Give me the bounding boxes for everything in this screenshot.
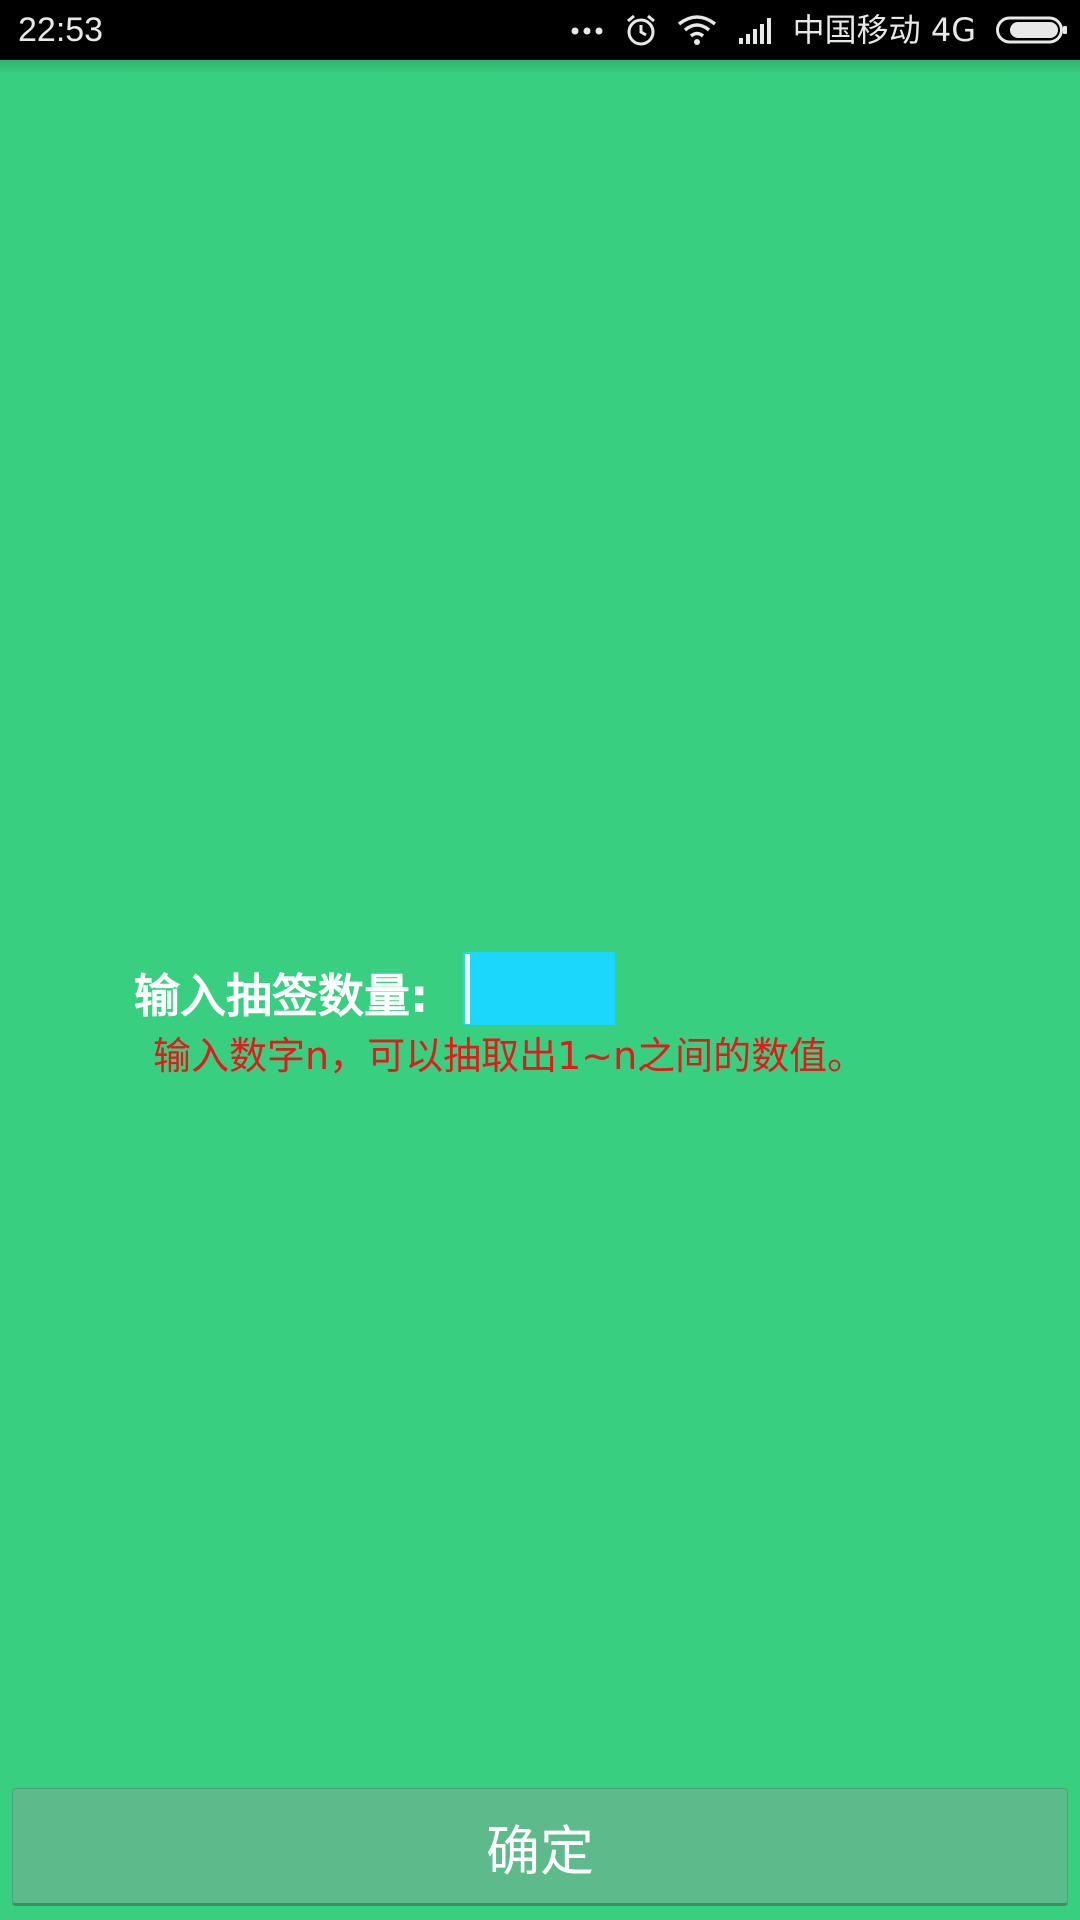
signal-icon — [737, 16, 773, 44]
app-bar-shadow — [0, 60, 1080, 74]
carrier-label: 中国移动 4G — [792, 11, 976, 49]
draw-count-input[interactable] — [463, 952, 615, 1025]
alarm-icon — [625, 13, 657, 47]
wifi-icon — [677, 14, 717, 46]
status-icons: 中国移动 4G — [571, 6, 1068, 54]
battery-icon — [996, 15, 1068, 45]
text-caret — [465, 954, 470, 1024]
hint-text: 输入数字n，可以抽取出1~n之间的数值。 — [153, 1034, 866, 1078]
status-bar: 22:53 — [0, 0, 1080, 60]
more-dots-icon — [571, 25, 605, 35]
status-time: 22:53 — [18, 11, 104, 49]
confirm-button[interactable]: 确定 — [12, 1788, 1068, 1906]
draw-count-label: 输入抽签数量: — [134, 969, 429, 1023]
